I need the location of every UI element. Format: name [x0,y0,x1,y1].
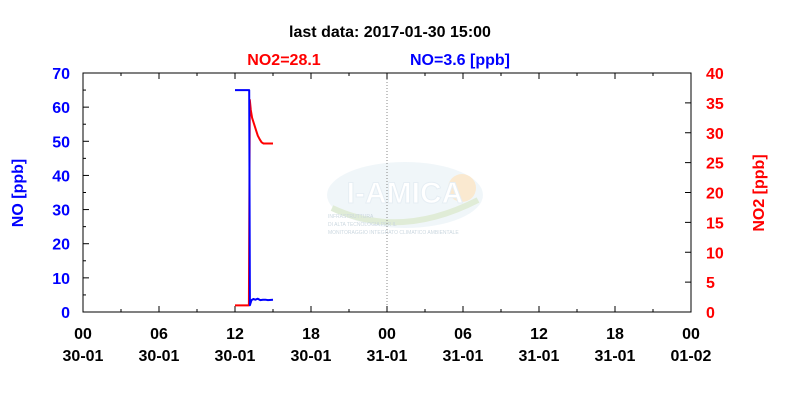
x-tick-label-time: 06 [454,326,472,343]
x-tick-label-time: 18 [606,326,624,343]
x-tick-label-date: 01-02 [671,348,712,365]
y-left-tick-label: 70 [52,66,70,83]
x-tick-label-time: 12 [226,326,244,343]
watermark-sub-line-1: INFRASTRUTTURA [328,214,374,220]
y-right-axis-label: NO2 [ppb] [751,154,768,231]
x-tick-label-date: 31-01 [443,348,484,365]
x-tick-label-time: 00 [682,326,700,343]
x-tick-label-date: 30-01 [139,348,180,365]
y-left-tick-label: 30 [52,203,70,220]
y-right-tick-label: 25 [706,156,724,173]
legend-no: NO=3.6 [ppb] [410,52,510,69]
x-tick-label-date: 31-01 [595,348,636,365]
y-left-tick-label: 10 [52,271,70,288]
y-right-tick-label: 15 [706,215,724,232]
x-tick-label-time: 00 [74,326,92,343]
y-left-tick-label: 50 [52,134,70,151]
watermark-sub-line-3: MONITORAGGIO INTEGRATO CLIMATICO AMBIENT… [328,230,459,236]
legend-no2: NO2=28.1 [247,52,320,69]
y-right-tick-label: 20 [706,186,724,203]
y-right-tick-label: 10 [706,245,724,262]
y-left-tick-label: 20 [52,237,70,254]
x-tick-label-time: 06 [150,326,168,343]
x-tick-label-date: 30-01 [291,348,332,365]
series-line-no2 [235,98,273,307]
x-tick-label-time: 00 [378,326,396,343]
watermark-ellipse [327,162,483,228]
x-tick-label-time: 12 [530,326,548,343]
x-tick-label-date: 30-01 [215,348,256,365]
watermark-globe [448,174,476,202]
series-layer [235,89,274,307]
y-left-axis-label: NO [ppb] [10,159,27,227]
y-right-tick-label: 30 [706,126,724,143]
x-tick-label-date: 30-01 [63,348,104,365]
y-left-tick-label: 40 [52,168,70,185]
y-right-tick-label: 0 [706,305,715,322]
watermark-logo: I-AMICA INFRASTRUTTURA DI ALTA TECNOLOGI… [327,162,483,236]
series-line-no [235,89,274,307]
watermark-sub-line-2: DI ALTA TECNOLOGIA PER IL [328,222,397,228]
y-right-tick-label: 5 [706,275,715,292]
y-right-tick-label: 40 [706,66,724,83]
x-tick-label-time: 18 [302,326,320,343]
y-left-tick-label: 60 [52,100,70,117]
watermark-swoosh [330,197,480,226]
x-tick-label-date: 31-01 [367,348,408,365]
y-right-tick-label: 35 [706,96,724,113]
y-left-tick-label: 0 [61,305,70,322]
chart-title: last data: 2017-01-30 15:00 [289,24,491,41]
axes-layer: 0 10 20 30 40 50 60 70 0 5 10 15 20 25 30 35 40 00 30-01 06… [52,66,724,365]
x-tick-label-date: 31-01 [519,348,560,365]
watermark-logo-text: I-AMICA [347,177,464,210]
